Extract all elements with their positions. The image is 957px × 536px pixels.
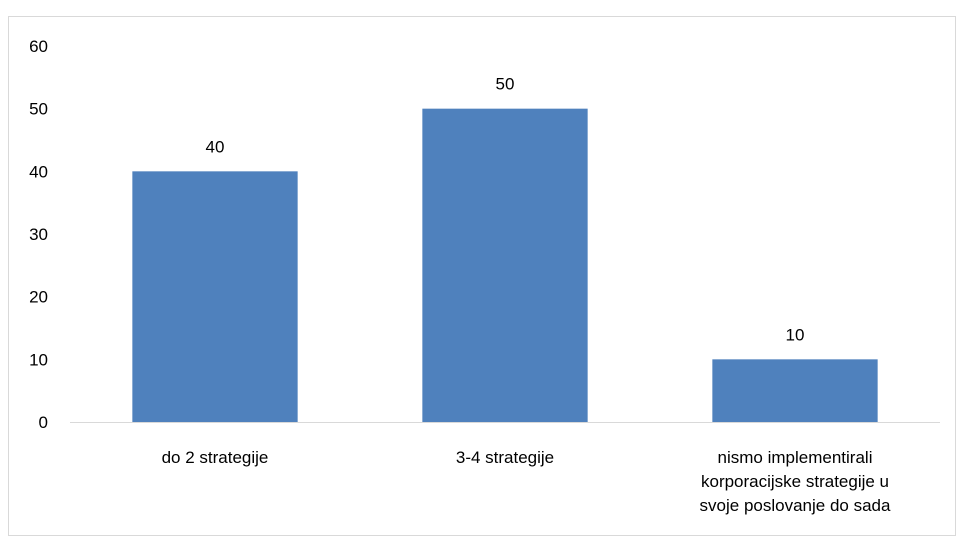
y-tick-label: 30 [29, 225, 48, 244]
category-label: svoje poslovanje do sada [700, 496, 891, 515]
y-tick-label: 40 [29, 162, 48, 181]
bar [712, 359, 878, 422]
bar [422, 108, 588, 423]
y-axis-tick-labels: 0 10 20 30 40 50 60 [29, 37, 48, 432]
category-label: nismo implementirali [718, 448, 873, 467]
data-label: 10 [786, 325, 805, 344]
y-tick-label: 10 [29, 350, 48, 369]
bars [132, 108, 878, 423]
data-label: 40 [206, 137, 225, 156]
category-labels: do 2 strategije 3-4 strategije nismo imple… [162, 448, 891, 515]
category-label: korporacijske strategije u [701, 472, 889, 491]
category-label: do 2 strategije [162, 448, 269, 467]
category-label: 3-4 strategije [456, 448, 554, 467]
y-tick-label: 20 [29, 288, 48, 307]
data-labels: 40 50 10 [206, 75, 805, 345]
y-tick-label: 50 [29, 100, 48, 119]
y-tick-label: 0 [39, 413, 48, 432]
bar [132, 171, 298, 422]
y-tick-label: 60 [29, 37, 48, 56]
data-label: 50 [496, 75, 515, 94]
